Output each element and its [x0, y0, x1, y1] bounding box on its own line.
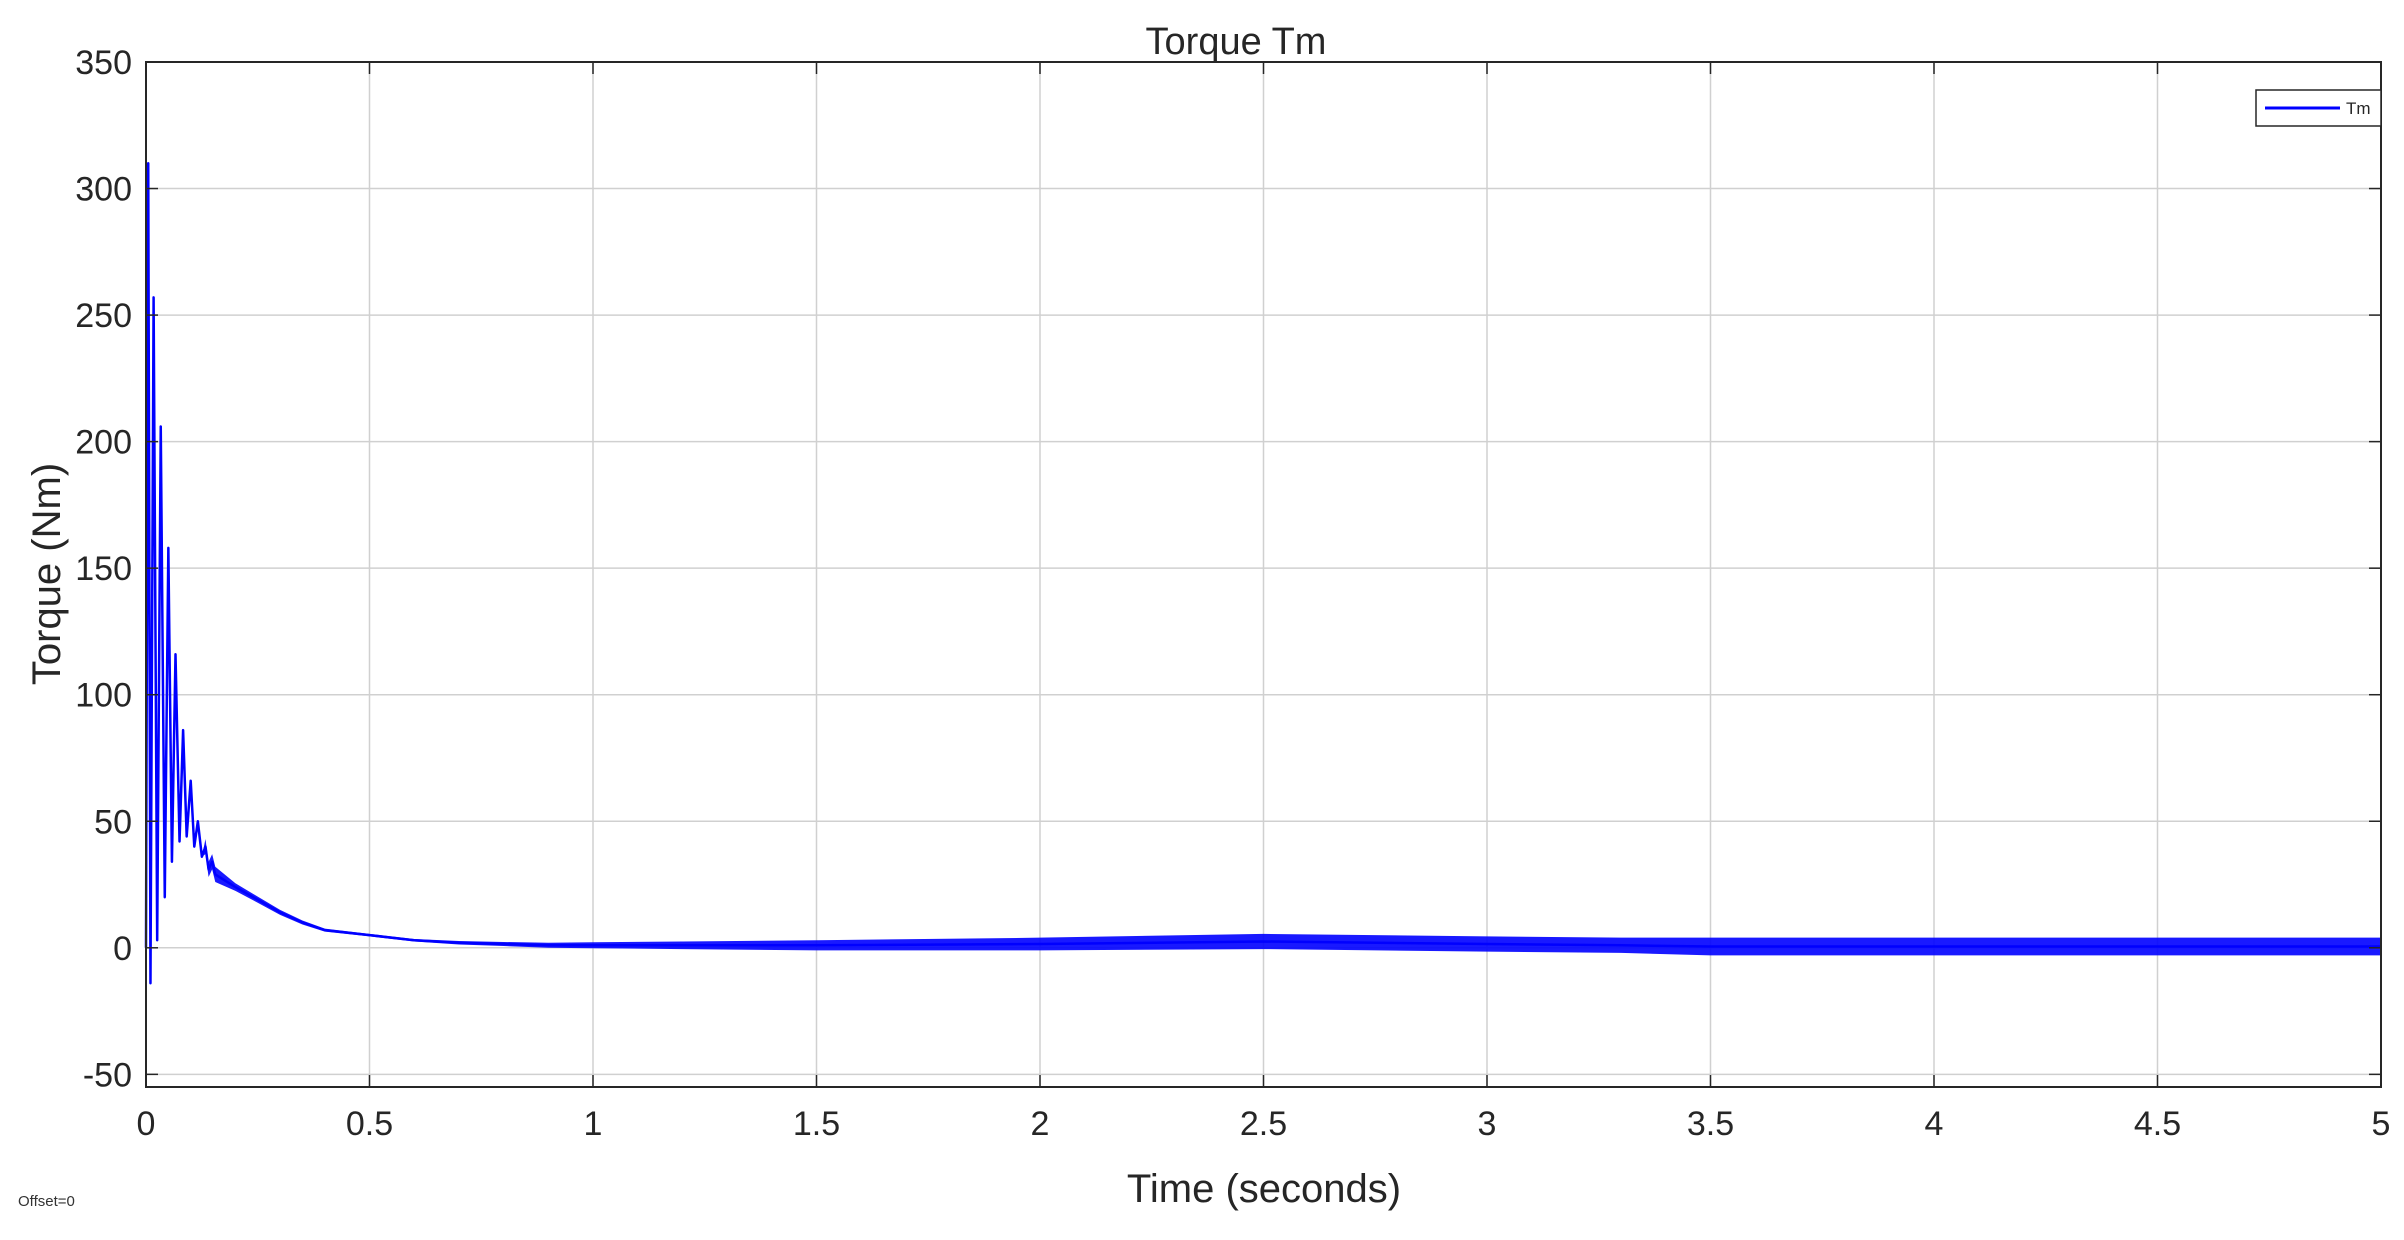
y-tick-label: 200	[75, 424, 132, 462]
x-axis-title: Time (seconds)	[1127, 1167, 1401, 1211]
y-tick-label: 50	[94, 803, 132, 841]
x-tick-label: 4	[1925, 1105, 1944, 1143]
y-tick-label: 100	[75, 677, 132, 715]
x-tick-label: 1.5	[793, 1105, 840, 1143]
y-axis-title: Torque (Nm)	[25, 463, 69, 685]
legend-label-tm: Tm	[2346, 99, 2371, 118]
series-tm-polyline	[144, 161, 2381, 985]
y-ticks: -50 0 50 100 150 200 250 300 350	[75, 44, 2381, 1094]
y-tick-label: -50	[83, 1056, 132, 1094]
x-tick-label: 0	[137, 1105, 156, 1143]
x-tick-label: 2.5	[1240, 1105, 1287, 1143]
x-tick-label: 2	[1031, 1105, 1050, 1143]
series-tm-line	[144, 161, 2381, 985]
legend: Tm	[2255, 89, 2382, 127]
y-tick-label: 150	[75, 550, 132, 588]
x-tick-label: 5	[2372, 1105, 2391, 1143]
offset-label: Offset=0	[18, 1193, 75, 1210]
x-tick-label: 4.5	[2134, 1105, 2181, 1143]
x-tick-label: 3	[1478, 1105, 1497, 1143]
y-tick-label: 300	[75, 171, 132, 209]
x-tick-label: 3.5	[1687, 1105, 1734, 1143]
y-tick-label: 250	[75, 297, 132, 335]
y-tick-label: 0	[113, 930, 132, 968]
y-tick-label: 350	[75, 44, 132, 82]
x-tick-label: 0.5	[346, 1105, 393, 1143]
x-tick-label: 1	[584, 1105, 603, 1143]
chart-title: Torque Tm	[1146, 21, 1327, 63]
x-ticks: 0 0.5 1 1.5 2 2.5 3 3.5 4 4.5 5	[137, 62, 2391, 1143]
